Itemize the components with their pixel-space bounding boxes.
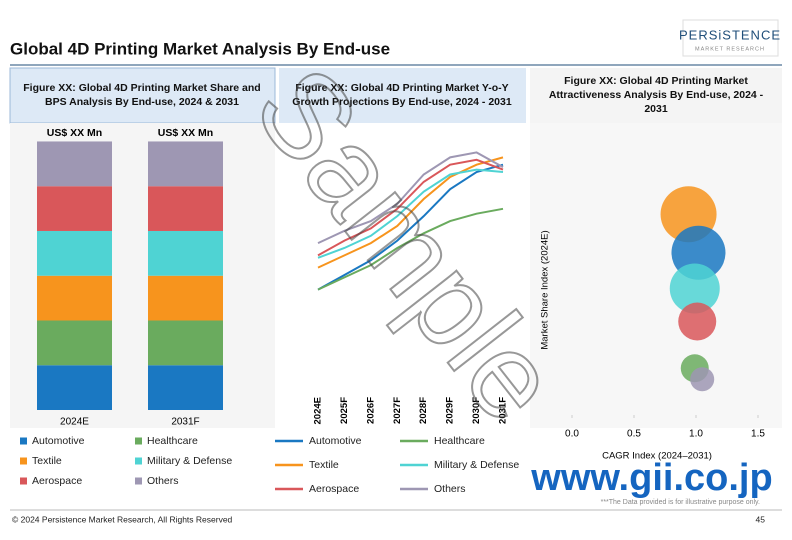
x-tick-label: 2024E [313, 397, 324, 424]
chart-title: Figure XX: Global 4D Printing Market Sha… [23, 82, 260, 108]
legend-label: Military & Defense [147, 455, 232, 467]
x-tick-label: 1.5 [751, 429, 765, 440]
bar-segment [37, 186, 112, 231]
legend-label: Textile [309, 459, 339, 471]
x-tick-label: 2027F [392, 397, 403, 424]
bubble [690, 367, 715, 392]
legend-swatch [20, 477, 27, 485]
bar-segment [37, 320, 112, 366]
y-axis-label: Market Share Index (2024E) [540, 230, 551, 349]
legend-label: Others [434, 483, 466, 495]
legend-label: Military & Defense [434, 459, 519, 471]
chart-title: Figure XX: Global 4D Printing Market Attr… [549, 75, 764, 115]
line [317, 163, 504, 291]
bar-segment [148, 141, 223, 187]
charts: Figure XX: Global 4D Printing Market Sha… [20, 75, 765, 495]
legend-label: Aerospace [32, 475, 82, 487]
panel-header [9, 67, 276, 124]
legend-swatch [135, 477, 142, 485]
logo-sub: MARKET RESEARCH [695, 46, 765, 52]
x-tick-label: 2025F [339, 397, 350, 424]
line [317, 158, 504, 257]
x-tick-label: 2030F [471, 397, 482, 424]
x-tick-label: 2031F [498, 397, 509, 424]
bubble [669, 263, 720, 314]
bar-segment [37, 365, 112, 410]
line [317, 156, 504, 269]
logo-box [682, 19, 779, 57]
watermark-note: ***The Data provided is for illustrative… [601, 499, 760, 506]
copyright: © 2024 Persistence Market Research, All … [12, 514, 233, 524]
legend-label: Textile [32, 455, 62, 467]
bubble [678, 302, 717, 341]
bar-segment [148, 275, 223, 321]
legend-label: Aerospace [309, 483, 359, 495]
x-axis-label: CAGR Index (2024–2031) [602, 451, 712, 462]
x-tick-label: 2026F [365, 397, 376, 424]
legend-label: Others [147, 475, 179, 487]
bar-segment [37, 275, 112, 321]
legend-swatch [135, 457, 142, 465]
panel-body [530, 123, 782, 428]
bar-segment [148, 186, 223, 231]
chart-title: Figure XX: Global 4D Printing Market Y-o… [292, 82, 512, 108]
line [317, 168, 504, 259]
bar-segment [148, 230, 223, 276]
bar-segment [37, 230, 112, 276]
x-tick-label: 1.0 [689, 429, 703, 440]
legend-label: Automotive [309, 435, 362, 447]
panel-header [530, 68, 782, 123]
line [317, 207, 504, 291]
x-tick-label: 2029F [445, 397, 456, 424]
bar-segment [37, 141, 112, 187]
bar-segment [148, 320, 223, 366]
page-number: 45 [756, 514, 766, 524]
logo: PERSiSTENCE [679, 27, 781, 42]
watermark-site: www.gii.co.jp [530, 457, 772, 499]
x-tick-label: 0.0 [565, 429, 579, 440]
legend-swatch [135, 437, 142, 445]
x-tick-label: 2024E [60, 417, 89, 428]
x-tick-label: 2031F [171, 417, 199, 428]
legend-swatch [20, 457, 27, 465]
bar-label: US$ XX Mn [47, 127, 102, 139]
legend-label: Automotive [32, 435, 85, 447]
legend-label: Healthcare [147, 435, 198, 447]
slide-title: Global 4D Printing Market Analysis By En… [10, 39, 390, 58]
x-tick-label: 0.5 [627, 429, 641, 440]
bar-segment [148, 365, 223, 410]
bar-label: US$ XX Mn [158, 127, 213, 139]
legend-swatch [20, 437, 27, 445]
legend-label: Healthcare [434, 435, 485, 447]
x-tick-label: 2028F [418, 397, 429, 424]
panel-header [279, 68, 526, 123]
line [317, 151, 504, 245]
